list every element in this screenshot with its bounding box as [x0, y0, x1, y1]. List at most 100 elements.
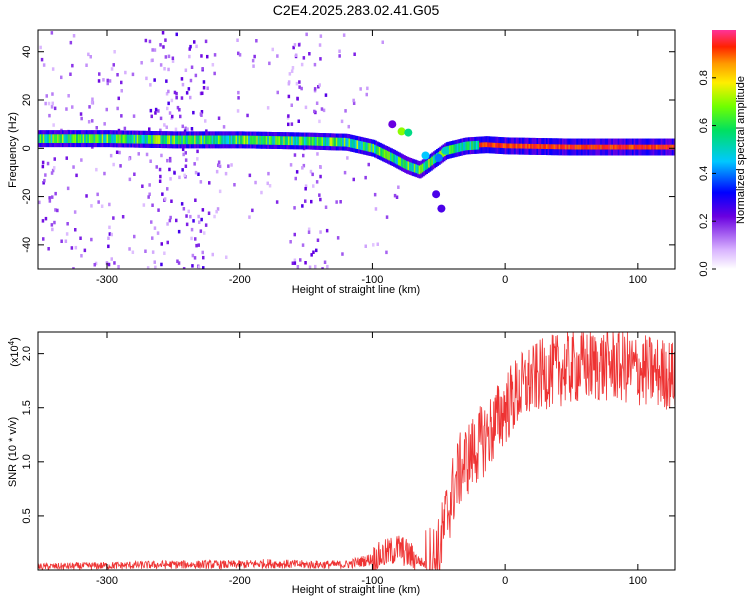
spectrogram-noise-pixel [312, 184, 315, 188]
y-tick-label: 1.5 [21, 400, 33, 415]
spectrogram-noise-pixel [53, 166, 56, 170]
spectrogram-ridge-core [668, 144, 672, 150]
spectrogram-noise-pixel [185, 91, 189, 95]
spectrogram-ridge-core [546, 144, 549, 149]
spectrogram-noise-pixel [91, 119, 94, 123]
spectrogram-ridge-core [254, 135, 258, 145]
spectrogram-noise-pixel [155, 165, 158, 169]
spectrogram-noise-pixel [180, 96, 184, 100]
spectrogram-ridge-core [410, 162, 414, 172]
spectrogram-noise-pixel [188, 47, 191, 51]
spectrogram-ridge-core [511, 143, 514, 149]
y-tick-label: 20 [21, 94, 33, 106]
spectrogram-noise-pixel [163, 197, 167, 201]
spectrogram-ridge-core [340, 137, 344, 147]
spectrogram-ridge-core [397, 156, 401, 166]
spectrogram-noise-pixel [42, 181, 45, 185]
snr-panel: -300 -200 -100 0 100 0.5 1.0 1.5 2.0 Height of … [7, 331, 676, 596]
spectrogram-noise-pixel [202, 80, 206, 84]
spectrogram-ridge-core [211, 135, 215, 145]
spectrogram-ridge-core [518, 143, 522, 149]
spectrogram-noise-pixel [194, 73, 198, 78]
spectrogram-noise-pixel [187, 209, 190, 214]
spectrogram-noise-pixel [319, 197, 322, 202]
spectrogram-ridge-core [471, 141, 475, 150]
spectrogram-ridge-core [106, 134, 110, 143]
spectrogram-noise-pixel [171, 114, 174, 119]
spectrogram-noise-pixel [290, 69, 294, 73]
spectrogram-ridge-core [538, 144, 541, 149]
spectrogram-noise-pixel [216, 207, 220, 211]
spectrogram-noise-pixel [194, 170, 198, 175]
spectrogram-ridge-core [176, 135, 180, 145]
spectrogram-ridge-core [466, 141, 470, 151]
spectrogram-noise-pixel [60, 75, 63, 80]
spectrogram-noise-pixel [169, 159, 172, 163]
spectrogram-ridge-core [130, 134, 134, 144]
spectrogram-noise-pixel [128, 157, 131, 161]
spectrogram-noise-pixel [159, 128, 162, 133]
spectrogram-noise-pixel [213, 53, 217, 57]
spectrogram-noise-pixel [123, 126, 127, 131]
spectrogram-noise-pixel [290, 122, 294, 126]
spectrogram-ridge-core [167, 135, 170, 145]
spectrogram-noise-pixel [308, 265, 312, 269]
spectrogram-noise-pixel [65, 156, 68, 160]
spectrogram-noise-pixel [165, 92, 169, 96]
spectrogram-ridge-core [69, 134, 73, 143]
spectrogram-ridge-core [428, 158, 432, 168]
spectrogram-ridge-core [55, 134, 59, 143]
spectrogram-ridge-core [401, 158, 405, 168]
spectrogram-noise-pixel [168, 111, 172, 115]
spectrogram-noise-pixel [311, 172, 314, 177]
spectrogram-noise-pixel [397, 185, 400, 189]
spectrogram-noise-pixel [142, 203, 146, 207]
spectrogram-ridge-core [189, 135, 193, 145]
spectrogram-noise-pixel [381, 40, 384, 44]
spectrogram-ridge-core [109, 134, 113, 143]
spectrogram-noise-pixel [160, 262, 163, 267]
spectrogram-ridge-core [573, 144, 577, 150]
spectrogram-noise-pixel [208, 181, 211, 185]
spectrogram-noise-pixel [87, 52, 90, 57]
spectrogram-ridge-core [127, 134, 131, 144]
spectrogram-blob [404, 128, 413, 137]
spectrogram-noise-pixel [268, 184, 272, 188]
spectrogram-ridge-core [315, 137, 319, 146]
spectrogram-noise-pixel [117, 96, 120, 101]
spectrogram-noise-pixel [66, 186, 70, 191]
spectrogram-ridge-core [243, 135, 247, 145]
spectrogram-noise-pixel [326, 264, 329, 269]
spectrogram-ridge-core [418, 165, 422, 175]
spectrogram-ridge-core [617, 144, 621, 150]
spectrogram-noise-pixel [376, 242, 379, 246]
spectrogram-noise-pixel [116, 106, 119, 111]
spectrogram-ridge-core [643, 144, 647, 150]
spectrogram-noise-pixel [108, 79, 112, 83]
spectrogram-noise-pixel [175, 218, 178, 223]
spectrogram-noise-pixel [217, 163, 220, 167]
spectrogram-ridge-core [496, 142, 500, 148]
spectrogram-noise-pixel [365, 92, 368, 97]
spectrogram-noise-pixel [385, 215, 389, 219]
spectrogram-noise-pixel [94, 261, 98, 266]
spectrogram-noise-pixel [319, 34, 323, 38]
spectrogram-ridge-core [265, 136, 269, 145]
spectrogram-noise-pixel [72, 267, 75, 269]
spectrogram-ridge-core [417, 165, 420, 174]
spectrogram-ridge-core [501, 143, 505, 148]
spectrogram-noise-pixel [192, 110, 195, 115]
x-tick-label: 0 [502, 274, 508, 286]
spectrogram-noise-pixel [167, 101, 170, 106]
spectrogram-noise-pixel [202, 266, 205, 269]
spectrogram-noise-pixel [321, 267, 324, 269]
spectrogram-ridge-core [388, 151, 392, 161]
spectrogram-noise-pixel [52, 123, 55, 127]
spectrogram-noise-pixel [159, 43, 162, 47]
spectrogram-ridge-core [119, 134, 123, 144]
spectrogram-noise-pixel [336, 236, 340, 240]
spectrogram-ridge-core [652, 144, 656, 150]
spectrogram-noise-pixel [148, 127, 151, 131]
spectrogram-ridge-core [163, 135, 167, 144]
